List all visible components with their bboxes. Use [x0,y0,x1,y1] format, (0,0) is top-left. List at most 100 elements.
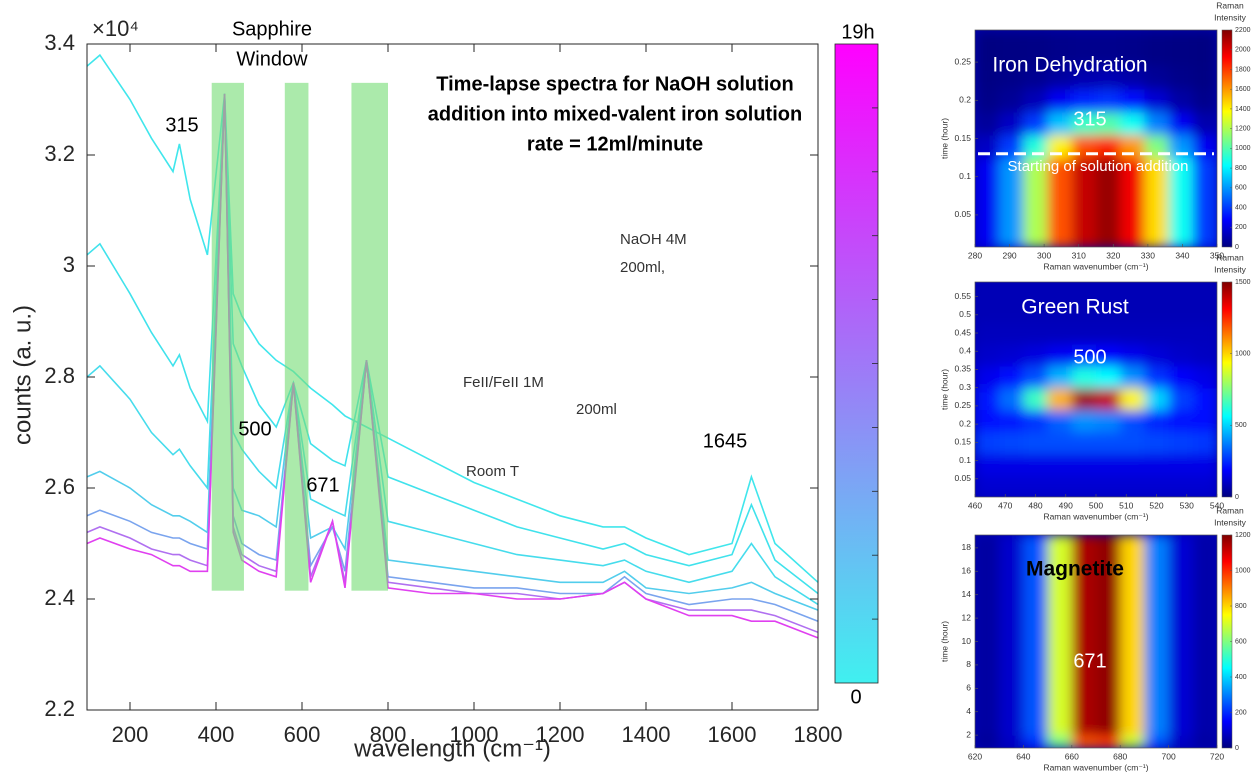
y-tick-label: 0.2 [959,95,971,105]
heatmap-cell [975,535,1000,549]
heatmap-cell [999,30,1024,44]
heatmap-cell [1192,300,1217,323]
heatmap-cell [999,571,1024,596]
heatmap-cell [999,431,1024,454]
heatmap-cell [1071,157,1097,182]
heatmap-cell [999,387,1024,411]
colorbar-tick-label: 0 [1235,244,1239,251]
y-tick-label: 3.2 [44,141,75,166]
heatmap-cell [1096,282,1121,301]
heatmap-cell [1096,42,1121,67]
heatmap-cell [1023,111,1049,136]
heatmap-cell [1071,343,1097,367]
heatmap-cell [1144,453,1170,476]
spectrum-line [87,53,818,583]
heatmap-cell [1096,409,1121,433]
heatmap-cell [1192,688,1217,713]
heatmap-cell [1071,475,1097,497]
heatmap-cell [975,343,1000,367]
heatmap-cell [1144,711,1170,736]
heatmap-cell [1071,65,1097,90]
x-tick-label: 530 [1180,500,1194,510]
heatmap-cell [1023,343,1049,367]
heatmap-cell [1144,180,1170,205]
heatmap-cell [975,594,1000,619]
x-tick-label: 330 [1141,250,1155,260]
heatmap-cell [999,203,1024,227]
y-tick-label: 0.15 [954,437,971,447]
heatmap-cell [1096,641,1121,666]
x-axis-label: Raman wavenumber (cm⁻¹) [1043,511,1148,521]
y-tick-label: 6 [966,683,971,693]
window-label: Sapphire [232,18,312,40]
y-tick-label: 2.4 [44,585,75,610]
x-tick-label: 600 [284,722,321,747]
colorbar-tick-label: 400 [1235,674,1247,681]
colorbar-tick-label: 500 [1235,422,1247,429]
heatmap-cell [1192,365,1217,389]
panel-title: Magnetite [1026,558,1124,581]
colorbar [834,43,879,684]
peak-label: 500 [1073,346,1106,368]
heatmap-cell [1096,571,1121,596]
heatmap-cell [975,88,1000,113]
x-tick-label: 540 [1210,500,1224,510]
x-tick-label: 700 [1162,751,1176,761]
heatmap-cell [1192,203,1217,227]
heatmap-cell [1096,735,1121,748]
heatmap-cell [1071,226,1097,247]
y-tick-label: 3 [63,252,75,277]
heatmap-cell [1120,618,1145,643]
heatmap-cell [1192,65,1217,90]
heatmap-cell [1144,42,1170,67]
colorbar-tick-label: 400 [1235,204,1247,211]
heatmap-cell [1047,711,1073,736]
heatmap-cell [1192,322,1217,345]
y-tick-label: 2.2 [44,696,75,721]
panel-title: Green Rust [1021,296,1129,319]
heatmap-cell [1096,30,1121,44]
heatmap-cell [1023,30,1049,44]
heatmap-cell [999,547,1024,572]
heatmap-cell [1071,618,1097,643]
y-tick-label: 0.5 [959,309,971,319]
heatmap-cell [1023,618,1049,643]
heatmap-cell [1144,157,1170,182]
heatmap-cell [1096,343,1121,367]
heatmap-cell [1120,88,1145,113]
heatmap-cell [1120,641,1145,666]
colorbar-title: Intensity [1214,264,1246,274]
heatmap-cell [1047,664,1073,689]
heatmap-cell [1168,594,1194,619]
heatmap-cell [1192,664,1217,689]
heatmap-cell [1168,387,1194,411]
y-tick-label: 0.2 [959,418,971,428]
heatmap-cell [1071,571,1097,596]
peak-label: 1645 [703,430,748,452]
heatmap-cell [975,431,1000,454]
heatmap-cell [1168,409,1194,433]
heatmap-cell [975,322,1000,345]
heatmap-cell [1120,343,1145,367]
heatmap-cell [1047,88,1073,113]
heatmap-cell [975,409,1000,433]
heatmap-cell [1144,735,1170,748]
x-tick-label: 800 [370,722,407,747]
heatmap-cell [1192,547,1217,572]
heatmap-cell [1071,387,1097,411]
heatmap-cell [1120,409,1145,433]
colorbar-tick-label: 1000 [1235,145,1251,152]
heatmap-cell [1047,431,1073,454]
x-tick-label: 310 [1072,250,1086,260]
spectrum-line [87,93,818,606]
heatmap-cell [1144,226,1170,247]
heatmap-cell [1168,365,1194,389]
heatmap-cell [1023,641,1049,666]
colorbar-tick-label: 600 [1235,185,1247,192]
heatmap-cell [975,387,1000,411]
heatmap-cell [975,203,1000,227]
heatmap-cell [1023,664,1049,689]
x-tick-label: 1200 [536,722,585,747]
heatmap-cell [1192,535,1217,549]
